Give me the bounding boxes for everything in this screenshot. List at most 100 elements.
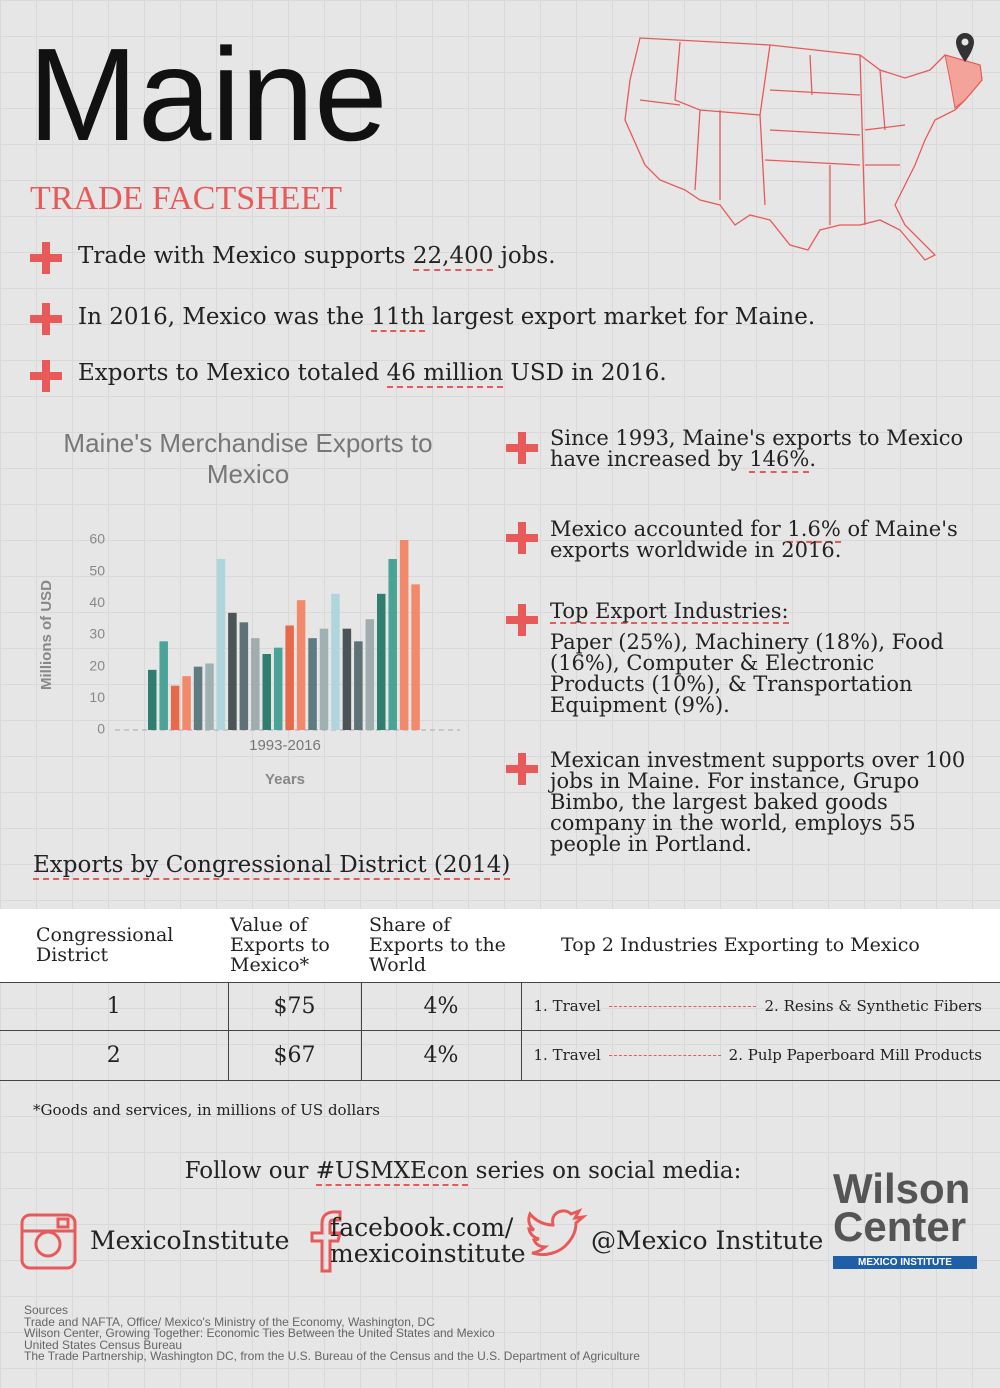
y-tick-label: 0 <box>97 721 105 737</box>
sources: Sources Trade and NAFTA, Office/ Mexico'… <box>24 1303 640 1363</box>
bar <box>170 685 180 730</box>
bar <box>411 584 420 730</box>
facebook-handle[interactable]: facebook.com/mexicoinstitute <box>330 1215 526 1267</box>
logo-line: Wilson <box>833 1165 971 1212</box>
data-table: Congressional District Value of Exports … <box>0 909 1000 1081</box>
y-tick-label: 10 <box>89 689 105 705</box>
side-fact: Top Export Industries: Paper (25%), Machi… <box>550 601 970 716</box>
column-header: Congressional District <box>36 924 174 967</box>
fact-text: Since 1993, Maine's exports to Mexico ha… <box>550 426 964 471</box>
bar <box>296 600 306 730</box>
fact-highlight: 1.6% <box>787 517 841 543</box>
fact-text: In 2016, Mexico was the <box>78 304 372 330</box>
table-row: 1 $75 4% 1. Travel 2. Resins & Synthetic … <box>0 982 1000 1030</box>
bar <box>354 641 363 730</box>
y-tick-label: 40 <box>89 594 105 610</box>
cell: 1 <box>0 982 229 1030</box>
y-tick-label: 60 <box>89 531 105 547</box>
bar <box>273 647 283 730</box>
industry: 2. Pulp Paperboard Mill Products <box>728 1046 982 1064</box>
fact-text: of Maine's exports worldwide in 2016. <box>550 517 958 562</box>
fact-text: Trade with Mexico supports <box>78 243 413 269</box>
y-axis-label: Millions of USD <box>38 580 55 690</box>
bar <box>285 625 294 730</box>
fact: Exports to Mexico totaled 46 million USD… <box>78 360 667 388</box>
bar <box>182 676 191 730</box>
facebook-line[interactable]: mexicoinstitute <box>330 1239 526 1268</box>
subtitle: TRADE FACTSHEET <box>30 180 342 217</box>
industry: 1. Travel <box>533 1046 601 1064</box>
social-text: series on social media: <box>468 1158 742 1184</box>
fact-heading: Top Export Industries: <box>550 599 789 624</box>
column-header: Value of Exports to Mexico* <box>230 914 330 977</box>
fact-text: Mexico accounted for <box>550 517 788 541</box>
column-header: Share of Exports to the World <box>369 914 506 977</box>
bar <box>308 638 317 730</box>
fact-text: jobs. <box>493 243 556 269</box>
page-title: Maine <box>28 21 388 168</box>
bar <box>228 612 237 730</box>
cell: $75 <box>228 982 362 1030</box>
plus-icon <box>506 432 538 464</box>
logo-tagline: MEXICO INSTITUTE <box>833 1256 977 1269</box>
side-fact: Since 1993, Maine's exports to Mexico ha… <box>550 426 970 473</box>
chart-title: Maine's Merchandise Exports to Mexico <box>63 428 433 489</box>
us-map <box>624 33 983 261</box>
cell: 2 <box>0 1030 229 1080</box>
logo-line: Center <box>833 1203 967 1250</box>
fact-text: Paper (25%), Machinery (18%), Food (16%)… <box>550 630 944 717</box>
facebook-line[interactable]: facebook.com/ <box>330 1213 514 1242</box>
bar <box>159 641 168 730</box>
table-header-band <box>0 909 1000 982</box>
industry: 1. Travel <box>533 997 601 1015</box>
fact-highlight: 11th <box>371 304 425 332</box>
social-icons <box>20 1208 588 1273</box>
plus-icon <box>30 360 62 392</box>
fact-text: Exports to Mexico totaled <box>78 360 387 386</box>
bar <box>342 628 352 730</box>
table-title-text: Exports by Congressional District (2014) <box>33 852 511 880</box>
plus-icon <box>506 604 538 636</box>
social-heading: Follow our #USMXEcon series on social me… <box>0 1158 926 1186</box>
fact-text: largest export market for Maine. <box>424 304 816 330</box>
y-tick-label: 20 <box>89 657 105 673</box>
bar <box>331 593 340 730</box>
bar <box>262 654 271 730</box>
bar <box>377 593 386 730</box>
table-title: Exports by Congressional District (2014) <box>33 852 511 880</box>
side-fact: Mexico accounted for 1.6% of Maine's exp… <box>550 517 970 562</box>
y-tick-label: 50 <box>89 562 105 578</box>
source-line: Trade and NAFTA, Office/ Mexico's Minist… <box>24 1314 435 1329</box>
instagram-handle[interactable]: MexicoInstitute <box>90 1226 290 1255</box>
plus-icon <box>30 303 62 335</box>
y-tick-label: 30 <box>89 626 105 642</box>
social-text: Follow our <box>184 1158 316 1184</box>
cell: 1. Travel 2. Resins & Synthetic Fibers <box>521 982 1000 1030</box>
industry: 2. Resins & Synthetic Fibers <box>764 997 982 1015</box>
table-header: Congressional District Value of Exports … <box>0 909 1000 982</box>
bar <box>365 619 375 730</box>
logo: Wilson Center <box>833 1165 971 1250</box>
bar <box>193 666 203 730</box>
fact-text: . <box>809 447 817 471</box>
source-line: Sources <box>24 1303 69 1317</box>
hashtag: #USMXEcon <box>315 1158 469 1186</box>
table-row: 2 $67 4% 1. Travel 2. Pulp Paperboard Mil… <box>0 1030 1000 1080</box>
plus-icon <box>30 242 62 274</box>
bar <box>205 663 214 730</box>
bar <box>216 559 226 730</box>
maine-highlight <box>944 54 983 109</box>
fact-text: Mexican investment supports over 100 job… <box>550 748 966 856</box>
x-tick-label: 1993-2016 <box>249 737 321 754</box>
twitter-handle[interactable]: @Mexico Institute <box>591 1226 824 1255</box>
fact: In 2016, Mexico was the 11th largest exp… <box>78 304 816 332</box>
bar <box>319 628 329 730</box>
cell: 4% <box>361 1030 522 1080</box>
cell: 1. Travel 2. Pulp Paperboard Mill Product… <box>521 1030 1000 1080</box>
plus-icon <box>506 753 538 785</box>
fact-highlight: 146% <box>749 447 810 473</box>
source-line: The Trade Partnership, Washington DC, fr… <box>24 1349 640 1363</box>
bar <box>251 638 260 730</box>
cell: 4% <box>361 982 522 1030</box>
